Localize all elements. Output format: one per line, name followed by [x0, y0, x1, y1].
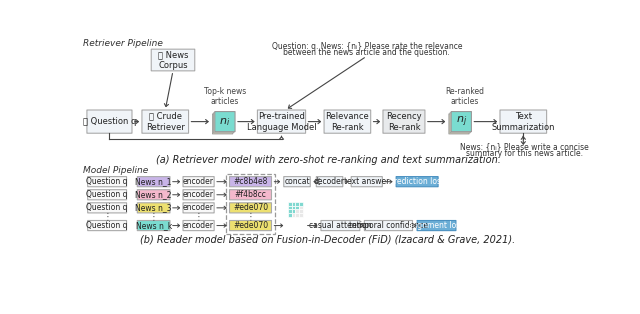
- Bar: [288, 209, 292, 213]
- Bar: [288, 206, 292, 209]
- FancyBboxPatch shape: [230, 220, 271, 230]
- FancyBboxPatch shape: [138, 190, 170, 200]
- Text: Question: q. News: {nᵢ} Please rate the relevance: Question: q. News: {nᵢ} Please rate the …: [271, 42, 462, 51]
- Text: decoder: decoder: [314, 177, 345, 186]
- Bar: [300, 209, 303, 213]
- FancyBboxPatch shape: [316, 176, 343, 187]
- Bar: [300, 206, 303, 209]
- Text: encoder: encoder: [183, 203, 214, 212]
- Text: Question q: Question q: [86, 177, 128, 186]
- Text: #f4b8cc: #f4b8cc: [235, 190, 266, 199]
- Text: prediction loss: prediction loss: [389, 177, 445, 186]
- Text: $n_i$: $n_i$: [220, 116, 230, 127]
- FancyBboxPatch shape: [396, 176, 438, 187]
- Text: News n_3: News n_3: [135, 203, 172, 212]
- FancyBboxPatch shape: [183, 220, 214, 230]
- Bar: [292, 206, 296, 209]
- Text: Retriever Pipeline: Retriever Pipeline: [83, 39, 163, 48]
- FancyBboxPatch shape: [230, 203, 271, 213]
- Text: 📰 News
Corpus: 📰 News Corpus: [157, 50, 188, 70]
- Bar: [300, 202, 303, 206]
- Text: Relevance
Re-rank: Relevance Re-rank: [326, 111, 369, 132]
- Text: temporal confidence: temporal confidence: [349, 221, 428, 230]
- Text: 🔎 Crude
Retriever: 🔎 Crude Retriever: [146, 111, 185, 132]
- Text: #ede070: #ede070: [233, 203, 268, 212]
- Text: Top-k news
articles: Top-k news articles: [204, 87, 246, 106]
- Text: News: {nᵢ} Please write a concise: News: {nᵢ} Please write a concise: [460, 143, 588, 151]
- Text: ⋮: ⋮: [102, 212, 112, 222]
- Text: encoder: encoder: [183, 221, 214, 230]
- Text: Re-ranked
articles: Re-ranked articles: [445, 87, 484, 106]
- Text: ⋮: ⋮: [246, 212, 255, 222]
- FancyBboxPatch shape: [450, 113, 470, 133]
- Bar: [292, 213, 296, 217]
- Text: ⋮: ⋮: [194, 212, 204, 222]
- Text: $n_j$: $n_j$: [456, 114, 467, 129]
- FancyBboxPatch shape: [183, 190, 214, 200]
- Text: alignment loss: alignment loss: [408, 221, 465, 230]
- Text: encoder: encoder: [183, 177, 214, 186]
- FancyBboxPatch shape: [88, 176, 127, 187]
- FancyBboxPatch shape: [230, 176, 271, 187]
- Text: Question q: Question q: [86, 221, 128, 230]
- Text: Recency
Re-rank: Recency Re-rank: [386, 111, 422, 132]
- FancyBboxPatch shape: [138, 203, 170, 213]
- Text: between the news article and the question.: between the news article and the questio…: [284, 48, 450, 57]
- FancyBboxPatch shape: [417, 220, 456, 230]
- FancyBboxPatch shape: [138, 176, 170, 187]
- Text: News n_1: News n_1: [136, 177, 172, 186]
- Text: News n_2: News n_2: [136, 190, 172, 199]
- Text: summary for this news article.: summary for this news article.: [465, 149, 582, 158]
- FancyBboxPatch shape: [88, 190, 127, 200]
- Text: ⋮: ⋮: [148, 212, 159, 222]
- Bar: [288, 213, 292, 217]
- Text: #ede070: #ede070: [233, 221, 268, 230]
- Bar: [300, 213, 303, 217]
- Bar: [292, 202, 296, 206]
- FancyBboxPatch shape: [215, 111, 235, 132]
- FancyBboxPatch shape: [324, 110, 371, 133]
- Text: encoder: encoder: [183, 190, 214, 199]
- FancyBboxPatch shape: [212, 114, 233, 134]
- FancyBboxPatch shape: [351, 176, 382, 187]
- FancyBboxPatch shape: [183, 203, 214, 213]
- Text: Text
Summarization: Text Summarization: [492, 111, 555, 132]
- FancyBboxPatch shape: [88, 203, 127, 213]
- Bar: [296, 213, 300, 217]
- Text: 🔍 Question q: 🔍 Question q: [83, 117, 136, 126]
- FancyBboxPatch shape: [284, 176, 310, 187]
- Bar: [288, 202, 292, 206]
- Text: (a) Retriever model with zero-shot re-ranking and text summarization.: (a) Retriever model with zero-shot re-ra…: [156, 155, 500, 165]
- FancyBboxPatch shape: [257, 110, 305, 133]
- FancyBboxPatch shape: [88, 220, 127, 230]
- FancyBboxPatch shape: [214, 113, 234, 133]
- FancyBboxPatch shape: [500, 110, 547, 133]
- FancyBboxPatch shape: [321, 220, 360, 230]
- Text: text answer: text answer: [344, 177, 389, 186]
- Bar: [296, 206, 300, 209]
- Bar: [292, 209, 296, 213]
- Bar: [296, 202, 300, 206]
- FancyBboxPatch shape: [364, 220, 413, 230]
- Text: News n_k: News n_k: [136, 221, 172, 230]
- Text: Question q: Question q: [86, 190, 128, 199]
- FancyBboxPatch shape: [138, 220, 170, 230]
- FancyBboxPatch shape: [142, 110, 189, 133]
- Text: Pre-trained
Language Model: Pre-trained Language Model: [246, 111, 316, 132]
- Text: (b) Reader model based on Fusion-in-Decoder (FiD) (Izacard & Grave, 2021).: (b) Reader model based on Fusion-in-Deco…: [140, 235, 516, 244]
- Text: #c8b4e8: #c8b4e8: [234, 177, 268, 186]
- FancyBboxPatch shape: [383, 110, 425, 133]
- FancyBboxPatch shape: [230, 190, 271, 200]
- Text: casual attention: casual attention: [309, 221, 372, 230]
- Text: Question q: Question q: [86, 203, 128, 212]
- Text: concat: concat: [284, 177, 310, 186]
- FancyBboxPatch shape: [449, 114, 469, 134]
- FancyBboxPatch shape: [451, 111, 472, 132]
- FancyBboxPatch shape: [183, 176, 214, 187]
- Bar: [296, 209, 300, 213]
- FancyBboxPatch shape: [151, 49, 195, 71]
- Text: Model Pipeline: Model Pipeline: [83, 166, 148, 175]
- FancyBboxPatch shape: [87, 110, 132, 133]
